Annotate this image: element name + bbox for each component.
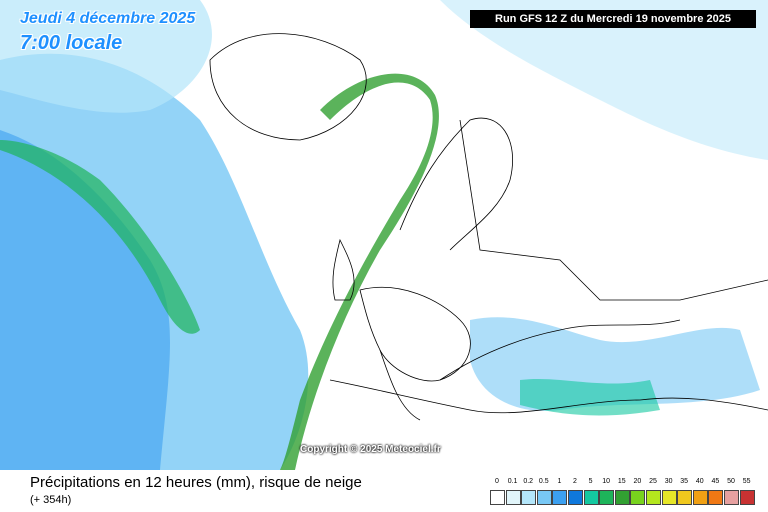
legend-label: 45 [711, 478, 720, 485]
map [0, 0, 768, 470]
footer-title: Précipitations en 12 heures (mm), risque… [30, 474, 362, 491]
legend-label: 5 [588, 478, 593, 485]
legend-swatch [490, 490, 505, 505]
legend-swatch [661, 490, 677, 505]
legend-swatch [599, 490, 615, 505]
legend-swatch [708, 490, 724, 505]
time-label: 7:00 locale [20, 32, 123, 54]
legend-label: 0.1 [507, 478, 518, 485]
legend-swatch [583, 490, 599, 505]
legend-label: 50 [727, 478, 735, 485]
legend-label: 15 [617, 478, 626, 485]
legend-label: 20 [633, 478, 642, 485]
legend-swatch [739, 490, 755, 505]
legend: 0 0.1 0.2 0.5 1 2 5 10 15 20 25 30 35 40 45 50 55 [490, 478, 758, 508]
legend-swatch [646, 490, 661, 505]
run-label: Run GFS 12 Z du Mercredi 19 novembre 202… [470, 10, 756, 28]
legend-label: 1 [557, 478, 562, 485]
legend-swatch [568, 490, 583, 505]
legend-swatch [630, 490, 646, 505]
date-label: Jeudi 4 décembre 2025 [20, 10, 196, 27]
legend-label: 55 [742, 478, 751, 485]
legend-label: 10 [602, 478, 611, 485]
legend-label: 25 [649, 478, 657, 485]
legend-swatch [552, 490, 568, 505]
legend-swatch [692, 490, 708, 505]
legend-label: 2 [573, 478, 577, 485]
legend-label: 40 [695, 478, 704, 485]
legend-label: 0 [495, 478, 499, 485]
copyright: Copyright © 2025 Meteociel.fr [300, 444, 441, 455]
legend-swatch [724, 490, 739, 505]
legend-swatch [536, 490, 552, 505]
legend-label: 0.2 [523, 478, 534, 485]
legend-label: 30 [664, 478, 673, 485]
lead-time: (+ 354h) [30, 494, 72, 506]
legend-swatch [505, 490, 521, 505]
legend-label: 35 [680, 478, 689, 485]
legend-swatch [614, 490, 630, 505]
legend-swatch [677, 490, 693, 505]
legend-label: 0.5 [538, 478, 549, 485]
legend-swatch [521, 490, 537, 505]
